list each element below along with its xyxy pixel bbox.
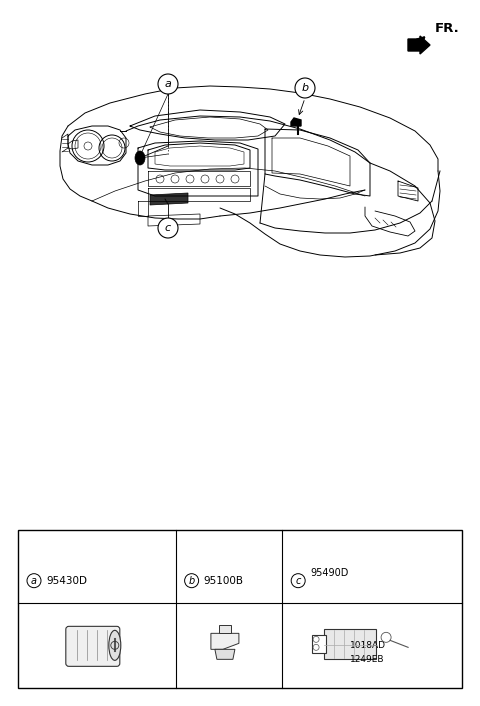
- Circle shape: [295, 78, 315, 98]
- Bar: [312, 635, 326, 653]
- Circle shape: [158, 218, 178, 238]
- Circle shape: [291, 574, 305, 587]
- FancyBboxPatch shape: [66, 626, 120, 666]
- Ellipse shape: [135, 151, 145, 165]
- Text: 1249EB: 1249EB: [350, 655, 384, 664]
- Text: a: a: [31, 575, 37, 586]
- Text: a: a: [165, 79, 171, 89]
- Text: 1018AD: 1018AD: [350, 642, 386, 650]
- Circle shape: [185, 574, 199, 587]
- Circle shape: [27, 574, 41, 587]
- Bar: [18, 530, 462, 688]
- Text: FR.: FR.: [435, 21, 460, 35]
- Circle shape: [158, 74, 178, 94]
- Text: c: c: [296, 575, 301, 586]
- Text: 95430D: 95430D: [46, 575, 87, 586]
- Text: b: b: [301, 83, 309, 93]
- Bar: [324, 629, 376, 659]
- Polygon shape: [215, 650, 235, 659]
- Polygon shape: [408, 39, 426, 51]
- Polygon shape: [150, 193, 188, 205]
- Polygon shape: [420, 36, 430, 54]
- Text: 95100B: 95100B: [204, 575, 244, 586]
- Polygon shape: [291, 118, 301, 126]
- Text: c: c: [165, 223, 171, 233]
- Polygon shape: [211, 633, 239, 650]
- Ellipse shape: [109, 630, 121, 660]
- Text: 95490D: 95490D: [310, 568, 348, 578]
- Text: b: b: [189, 575, 195, 586]
- Polygon shape: [219, 626, 231, 633]
